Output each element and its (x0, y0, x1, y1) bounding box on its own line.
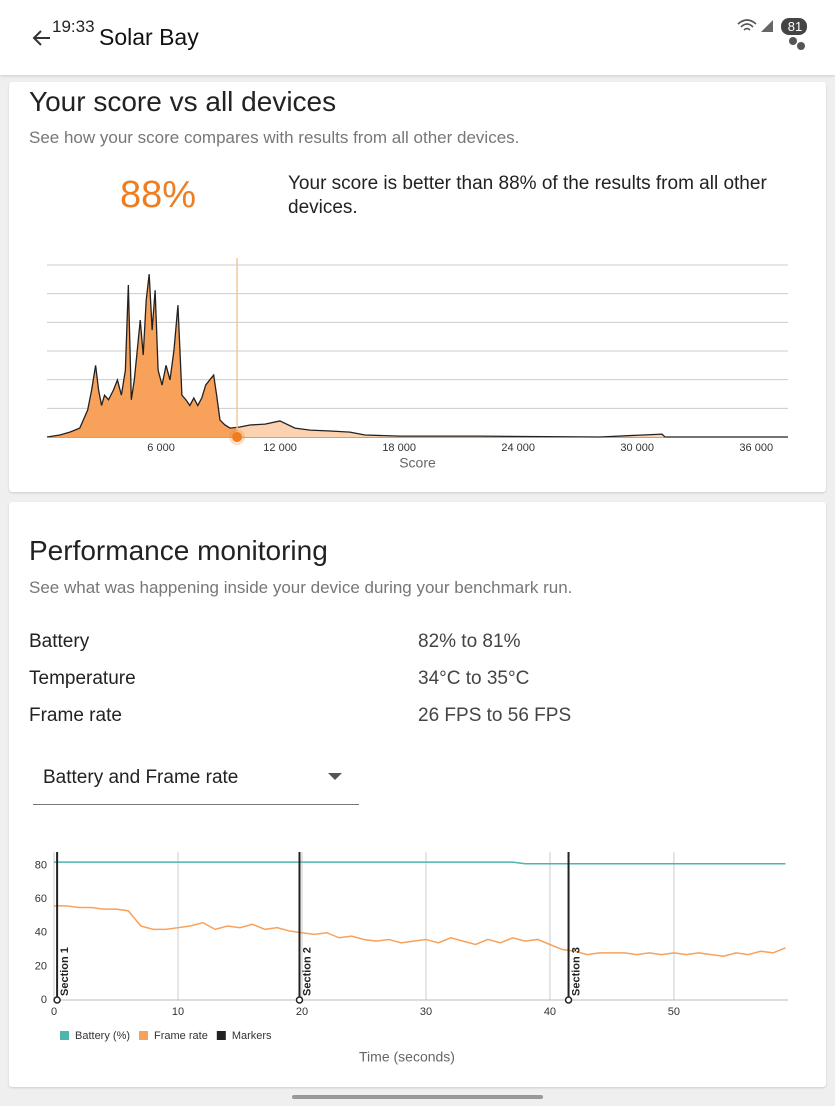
y-tick-label: 80 (35, 859, 47, 871)
x-tick-label: 6 000 (147, 442, 175, 454)
y-tick-label: 0 (41, 994, 47, 1006)
x-axis-label: Time (seconds) (359, 1049, 455, 1065)
stat-label: Battery (29, 631, 90, 652)
percentile-description: Your score is better than 88% of the res… (288, 173, 767, 218)
score-distribution-line (46, 274, 788, 438)
x-tick-label: 40 (544, 1006, 556, 1018)
x-axis-label: Score (399, 455, 436, 471)
section-title: Your score vs all devices (29, 86, 337, 117)
y-tick-label: 40 (35, 927, 47, 939)
legend-swatch (60, 1031, 69, 1040)
percentile: 88% (119, 174, 197, 216)
section-label: Section 1 (59, 947, 71, 996)
status-battery: 81 (787, 19, 803, 34)
section-subtitle: See how your score compares with results… (29, 128, 520, 147)
section-subtitle: See what was happening inside your devic… (29, 578, 573, 597)
section-marker-dot (295, 996, 304, 1004)
dropdown-value: Battery and Frame rate (43, 767, 239, 788)
section-marker-dot (564, 996, 573, 1004)
x-tick-label: 30 000 (620, 442, 654, 454)
section-title: Performance monitoring (29, 535, 328, 566)
performance-card (9, 502, 826, 1087)
series-line (54, 861, 786, 865)
stat-value: 82% to 81% (418, 631, 521, 652)
section-marker-dot (53, 996, 61, 1004)
x-tick-label: 50 (668, 1006, 680, 1018)
stat-value: 26 FPS to 56 FPS (418, 705, 572, 726)
legend-label: Battery (%) (75, 1030, 130, 1042)
series-line (54, 905, 786, 958)
legend-swatch (216, 1031, 226, 1040)
section-label: Section 2 (301, 947, 313, 996)
dropdown-arrow (328, 773, 342, 780)
legend-label: Frame rate (154, 1030, 208, 1042)
x-tick-label: 24 000 (501, 442, 535, 454)
stat-label: Frame rate (29, 705, 122, 726)
nav-handle (292, 1095, 543, 1099)
x-tick-label: 10 (172, 1006, 184, 1018)
back-button[interactable] (30, 26, 54, 50)
legend-label: Markers (232, 1030, 272, 1042)
user-score-marker (232, 432, 243, 442)
score-distribution-area (47, 274, 788, 437)
y-tick-label: 20 (35, 960, 47, 972)
x-tick-label: 0 (51, 1006, 57, 1018)
status-icons (737, 18, 807, 50)
dropdown[interactable]: Battery and Frame rate (33, 760, 359, 805)
x-tick-label: 20 (296, 1006, 308, 1018)
x-tick-label: 12 000 (263, 442, 297, 454)
x-tick-label: 18 000 (382, 442, 416, 454)
stat-value: 34°C to 35°C (418, 668, 530, 689)
status-time: 19:33 (52, 17, 95, 36)
stat-label: Temperature (29, 668, 136, 689)
section-label: Section 3 (570, 947, 582, 996)
y-tick-label: 60 (35, 893, 47, 905)
app-bar (0, 0, 835, 75)
x-tick-label: 30 (420, 1006, 432, 1018)
legend-swatch (139, 1031, 149, 1040)
x-tick-label: 36 000 (739, 442, 773, 454)
app-title: Solar Bay (99, 24, 199, 50)
